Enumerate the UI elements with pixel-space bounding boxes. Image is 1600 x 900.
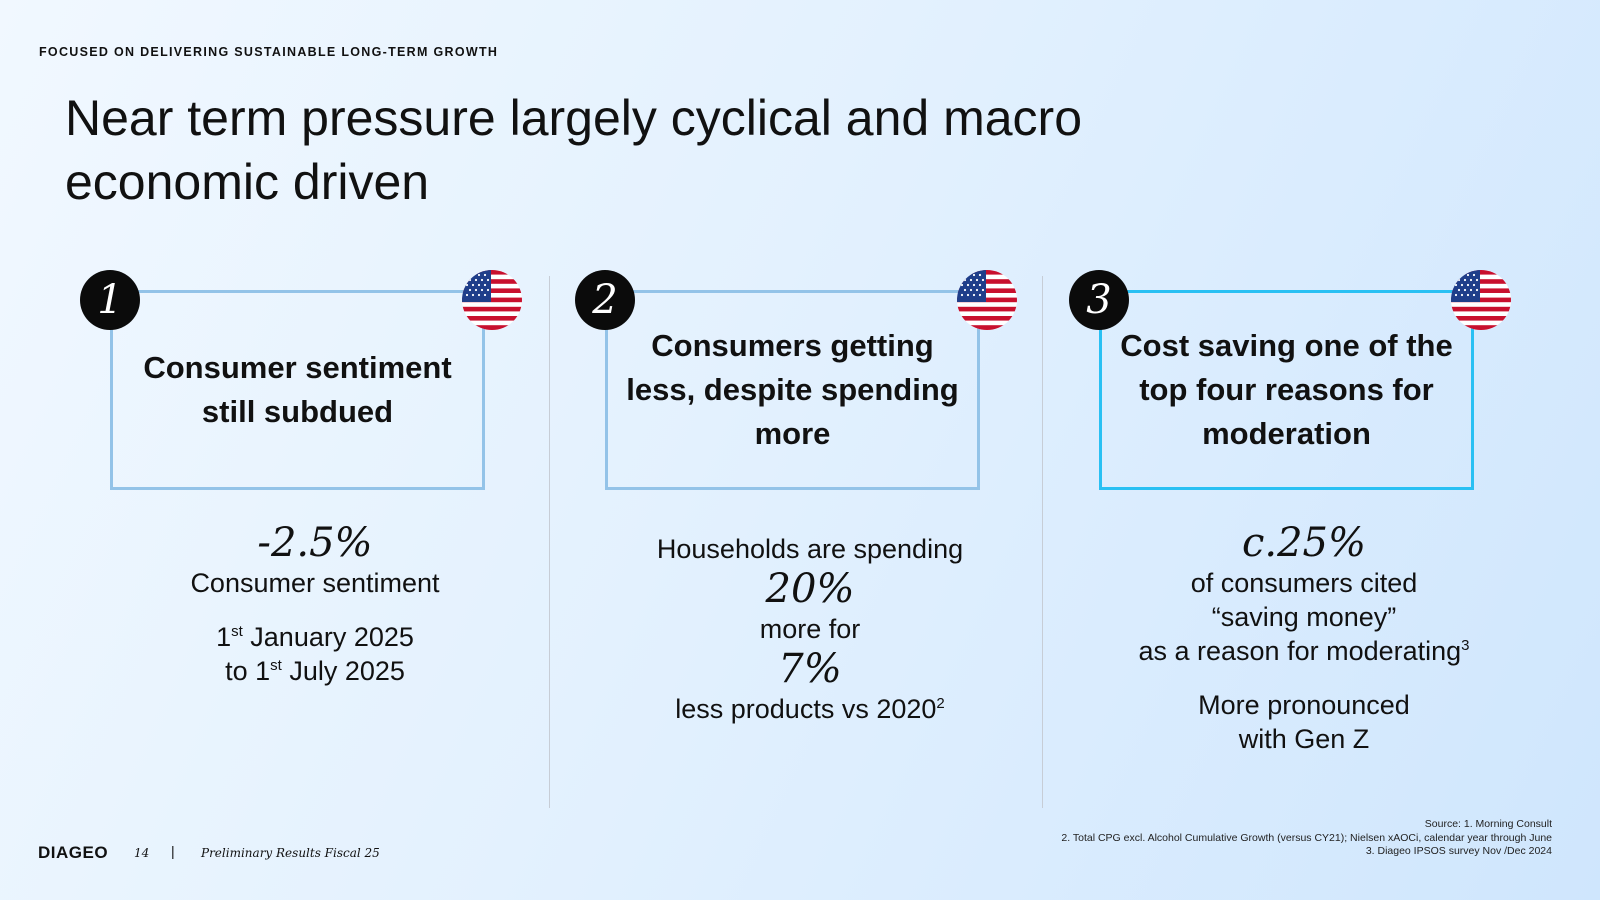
number-badge-2: 2 xyxy=(575,270,635,330)
us-flag-icon xyxy=(462,270,522,330)
pillar-1: Consumer sentiment still subdued 1 -2.5%… xyxy=(80,270,550,810)
products-stat: 7% xyxy=(778,646,842,692)
spending-intro: Households are spending xyxy=(656,534,964,564)
sentiment-stat-label: Consumer sentiment xyxy=(190,568,440,598)
slide-title: Near term pressure largely cyclical and … xyxy=(65,90,1083,210)
pillar-1-title: Consumer sentiment still subdued xyxy=(143,350,452,429)
spending-stat: 20% xyxy=(765,566,855,612)
moderation-line-2: “saving money” xyxy=(1211,602,1397,632)
source-note: Source: 1. Morning Consult xyxy=(1424,818,1552,830)
source-notes: Source: 1. Morning Consult 2. Total CPG … xyxy=(1061,818,1552,859)
column-divider xyxy=(1042,276,1043,808)
pillar-3: Cost saving one of the top four reasons … xyxy=(1069,270,1539,810)
source-note: 2. Total CPG excl. Alcohol Cumulative Gr… xyxy=(1061,831,1552,844)
column-divider xyxy=(549,276,550,808)
moderation-stat: c.25% xyxy=(1241,520,1367,566)
section-kicker: FOCUSED ON DELIVERING SUSTAINABLE LONG-T… xyxy=(39,45,499,59)
pillar-2-body: Households are spending 20% more for 7% … xyxy=(575,532,1045,726)
pillar-3-box: Cost saving one of the top four reasons … xyxy=(1099,290,1474,490)
us-flag-icon xyxy=(957,270,1017,330)
period-start: 1st January 2025 xyxy=(216,622,414,652)
number-badge-1: 1 xyxy=(80,270,140,330)
pillar-1-box: Consumer sentiment still subdued xyxy=(110,290,485,490)
products-label: less products vs 20202 xyxy=(675,694,945,724)
number-badge-3: 3 xyxy=(1069,270,1129,330)
us-flag-icon xyxy=(1451,270,1511,330)
sentiment-stat: -2.5% xyxy=(257,520,373,566)
pillar-3-title: Cost saving one of the top four reasons … xyxy=(1120,328,1453,451)
source-note: 3. Diageo IPSOS survey Nov /Dec 2024 xyxy=(1365,845,1552,857)
gen-z-note: More pronounced with Gen Z xyxy=(1198,690,1410,754)
period-end: to 1st July 2025 xyxy=(225,656,405,686)
diageo-logo: DIAGEO xyxy=(38,843,109,862)
pillar-2: Consumers getting less, despite spending… xyxy=(575,270,1045,810)
page-number: 14 xyxy=(134,846,150,860)
pillar-2-title: Consumers getting less, despite spending… xyxy=(626,328,959,451)
pillar-1-body: -2.5% Consumer sentiment 1st January 202… xyxy=(80,520,550,688)
footer-separator: | xyxy=(171,843,175,859)
pillar-2-box: Consumers getting less, despite spending… xyxy=(605,290,980,490)
moderation-line-1: of consumers cited xyxy=(1190,568,1418,598)
moderation-line-3: as a reason for moderating3 xyxy=(1138,636,1470,666)
document-title: Preliminary Results Fiscal 25 xyxy=(201,846,380,860)
pillar-3-body: c.25% of consumers cited “saving money” … xyxy=(1069,520,1539,756)
spending-connector: more for xyxy=(759,614,861,644)
